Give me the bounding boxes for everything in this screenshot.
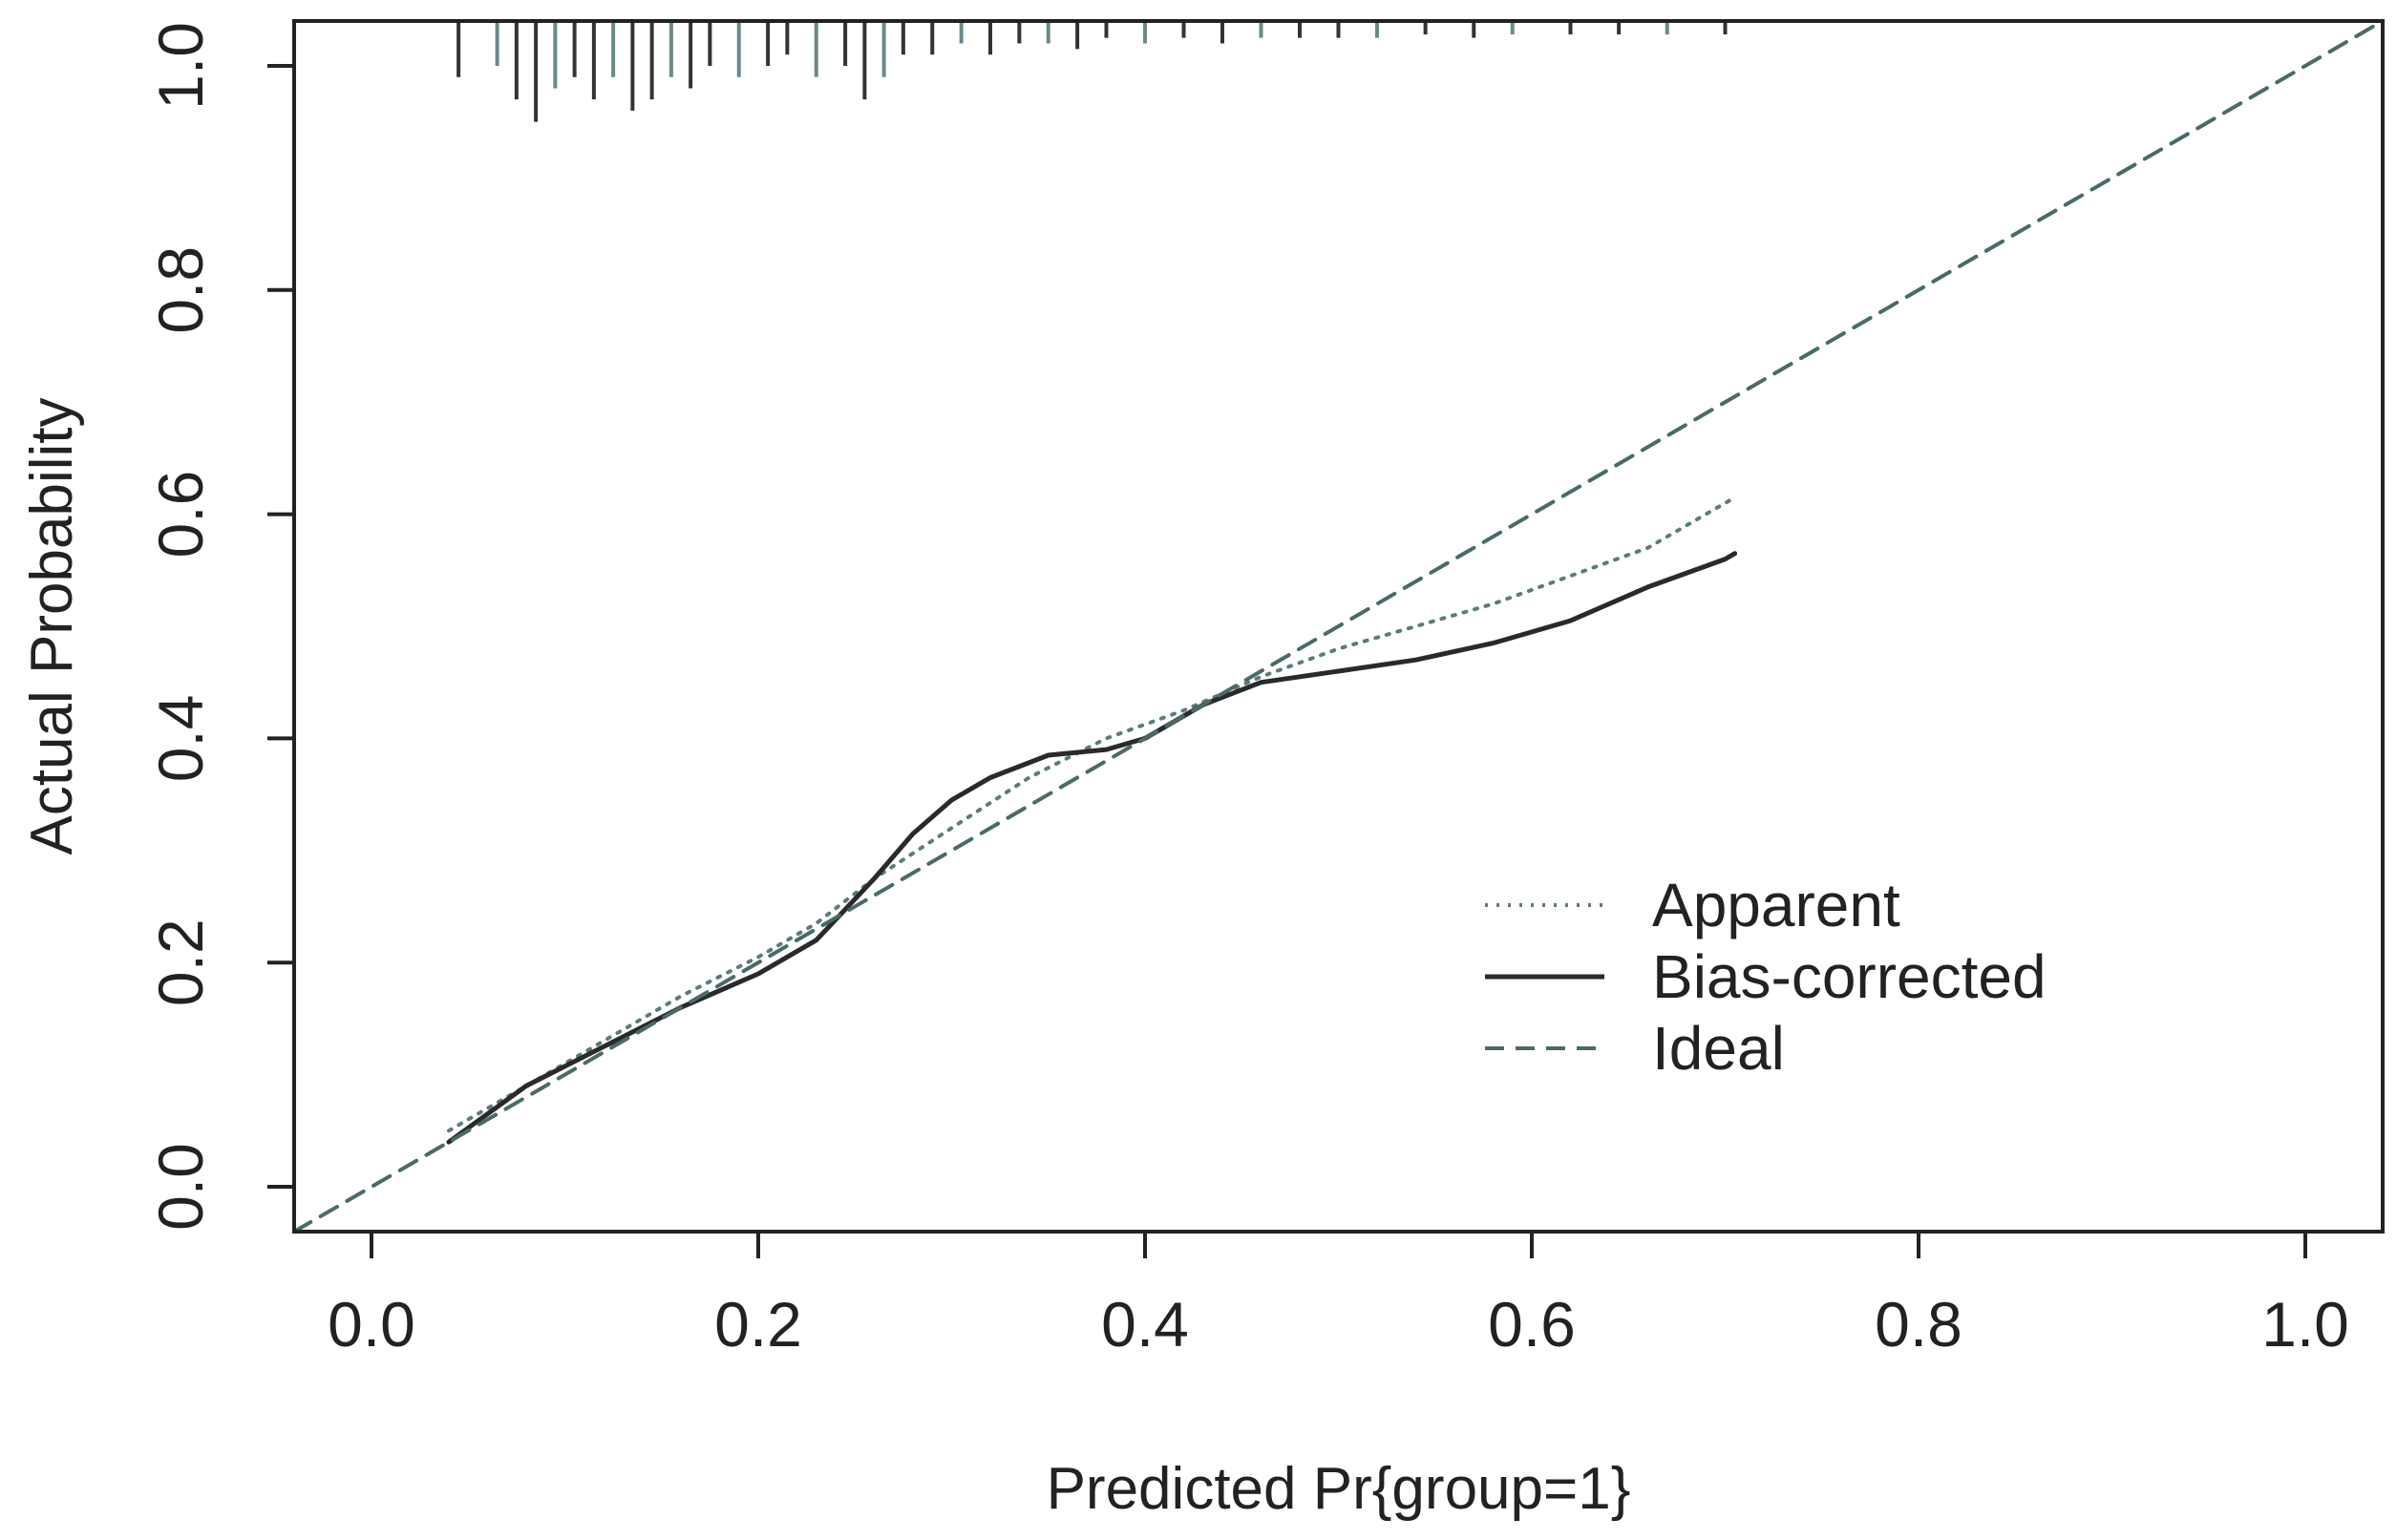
legend-label: Ideal bbox=[1652, 1014, 1785, 1083]
plot-frame bbox=[292, 19, 2385, 1234]
y-tick-label: 0.0 bbox=[145, 1143, 216, 1231]
y-tick-label: 0.8 bbox=[145, 246, 216, 334]
y-tick-label: 0.2 bbox=[145, 918, 216, 1006]
y-axis: 0.0 0.2 0.4 0.6 0.8 1.0 bbox=[145, 22, 294, 1231]
y-tick-label: 0.4 bbox=[145, 695, 216, 783]
x-axis-title: Predicted Pr{group=1} bbox=[1047, 1456, 1631, 1522]
x-tick-label: 0.8 bbox=[1875, 1289, 1962, 1360]
x-tick-label: 0.6 bbox=[1488, 1289, 1576, 1360]
x-tick-label: 0.2 bbox=[714, 1289, 802, 1360]
x-tick-label: 0.4 bbox=[1101, 1289, 1189, 1360]
series-line-bias-corrected bbox=[446, 551, 1738, 1145]
legend-label: Apparent bbox=[1652, 871, 1900, 939]
rug-marks bbox=[456, 21, 1728, 122]
series-line-ideal bbox=[292, 19, 2385, 1234]
x-tick-label: 1.0 bbox=[2261, 1289, 2349, 1360]
y-tick-label: 0.6 bbox=[145, 471, 216, 559]
y-tick-label: 1.0 bbox=[145, 22, 216, 110]
x-axis: 0.0 0.2 0.4 0.6 0.8 1.0 bbox=[328, 1232, 2349, 1360]
series-line-apparent bbox=[447, 496, 1737, 1133]
series-lines bbox=[292, 19, 2385, 1234]
legend-label: Bias-corrected bbox=[1652, 942, 2047, 1011]
y-axis-title: Actual Probability bbox=[19, 397, 85, 854]
x-tick-label: 0.0 bbox=[328, 1289, 415, 1360]
